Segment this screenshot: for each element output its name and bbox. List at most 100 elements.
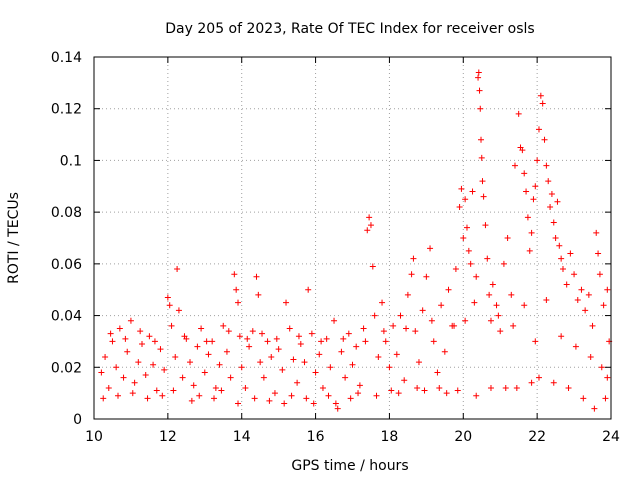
- data-point: [547, 203, 554, 210]
- data-point: [294, 379, 301, 386]
- data-point: [595, 250, 602, 257]
- data-point: [550, 219, 557, 226]
- data-point: [172, 353, 179, 360]
- data-point: [159, 392, 166, 399]
- data-point: [408, 271, 415, 278]
- data-point: [434, 369, 441, 376]
- data-point: [471, 299, 478, 306]
- data-point: [563, 281, 570, 288]
- data-point: [486, 291, 493, 298]
- data-point: [290, 356, 297, 363]
- data-point: [332, 400, 339, 407]
- data-point: [216, 361, 223, 368]
- chart-title: Day 205 of 2023, Rate Of TEC Index for r…: [165, 21, 534, 37]
- data-point: [600, 302, 607, 309]
- data-point: [414, 384, 421, 391]
- data-point: [578, 286, 585, 293]
- data-point: [201, 369, 208, 376]
- data-point: [419, 307, 426, 314]
- data-point: [316, 351, 323, 358]
- data-point: [487, 317, 494, 324]
- x-tick-label: 14: [233, 429, 251, 445]
- data-point: [465, 247, 472, 254]
- data-point: [441, 348, 448, 355]
- data-point: [545, 178, 552, 185]
- data-point: [604, 374, 611, 381]
- data-point: [283, 299, 290, 306]
- data-point: [415, 359, 422, 366]
- data-point: [456, 203, 463, 210]
- data-point: [131, 379, 138, 386]
- data-point: [604, 286, 611, 293]
- data-point: [475, 69, 482, 76]
- data-point: [366, 214, 373, 221]
- data-point: [349, 361, 356, 368]
- data-point: [476, 87, 483, 94]
- data-point: [467, 260, 474, 267]
- data-point: [502, 384, 509, 391]
- data-point: [129, 390, 136, 397]
- data-point: [142, 372, 149, 379]
- data-point: [205, 351, 212, 358]
- data-point: [168, 322, 175, 329]
- data-point: [462, 196, 469, 203]
- data-point: [403, 325, 410, 332]
- data-point: [116, 325, 123, 332]
- data-point: [257, 359, 264, 366]
- data-point: [428, 317, 435, 324]
- data-point: [379, 299, 386, 306]
- data-point: [532, 183, 539, 190]
- data-point: [521, 170, 528, 177]
- data-point: [170, 387, 177, 394]
- data-point: [295, 333, 302, 340]
- data-point: [443, 390, 450, 397]
- data-point: [196, 392, 203, 399]
- data-point: [532, 338, 539, 345]
- data-point: [327, 364, 334, 371]
- data-point: [166, 302, 173, 309]
- data-point: [325, 392, 332, 399]
- data-point: [198, 325, 205, 332]
- y-tick-label: 0.04: [51, 309, 82, 325]
- data-point: [188, 397, 195, 404]
- data-point: [421, 387, 428, 394]
- data-point: [194, 343, 201, 350]
- data-point: [388, 387, 395, 394]
- data-point: [174, 266, 181, 273]
- x-tick-label: 24: [602, 429, 620, 445]
- data-point: [203, 338, 210, 345]
- y-axis-label: ROTI / TECUs: [6, 192, 22, 284]
- data-point: [478, 154, 485, 161]
- data-point: [249, 328, 256, 335]
- data-point: [430, 338, 437, 345]
- data-point: [386, 364, 393, 371]
- data-point: [495, 312, 502, 319]
- data-point: [511, 162, 518, 169]
- y-tick-label: 0: [73, 412, 82, 428]
- data-point: [482, 222, 489, 229]
- data-point: [98, 369, 105, 376]
- data-point: [519, 147, 526, 154]
- data-point: [342, 374, 349, 381]
- data-point: [231, 271, 238, 278]
- data-point: [458, 185, 465, 192]
- data-point: [122, 335, 129, 342]
- data-point: [438, 302, 445, 309]
- data-point: [235, 400, 242, 407]
- data-point: [312, 369, 319, 376]
- data-point: [100, 395, 107, 402]
- data-point: [585, 291, 592, 298]
- data-point: [135, 359, 142, 366]
- data-point: [271, 390, 278, 397]
- data-point: [303, 395, 310, 402]
- data-point: [144, 395, 151, 402]
- data-points: [98, 69, 613, 412]
- data-point: [323, 335, 330, 342]
- data-point: [489, 281, 496, 288]
- plot-frame: [93, 56, 612, 420]
- data-point: [484, 255, 491, 262]
- data-point: [161, 366, 168, 373]
- data-point: [598, 364, 605, 371]
- data-point: [334, 405, 341, 412]
- data-point: [164, 294, 171, 301]
